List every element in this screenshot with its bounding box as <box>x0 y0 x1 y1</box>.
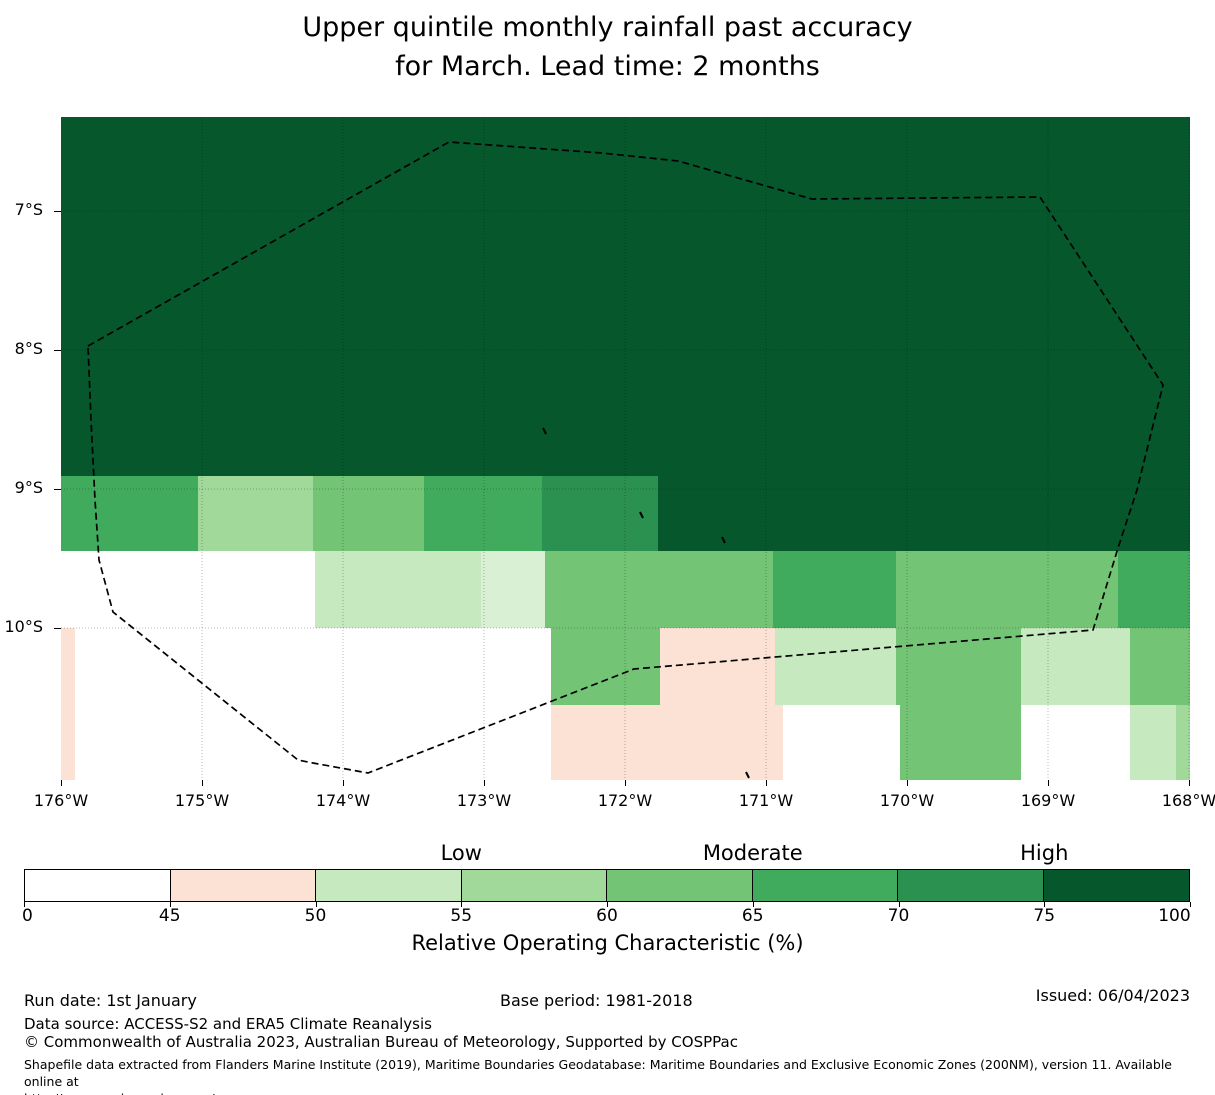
map-plot-area <box>61 117 1190 780</box>
colorbar-segment <box>461 870 607 901</box>
x-tick-label: 169°W <box>1020 791 1076 810</box>
island-mark <box>745 771 750 779</box>
colorbar-tick-label: 55 <box>450 906 473 926</box>
x-tick-mark <box>766 780 767 786</box>
island-mark <box>721 536 726 544</box>
x-tick-mark <box>625 780 626 786</box>
map-heatmap-svg <box>61 117 1190 780</box>
x-tick-label: 172°W <box>597 791 653 810</box>
footer-base-period: Base period: 1981-2018 <box>500 991 693 1010</box>
map-cell <box>1176 705 1190 780</box>
colorbar-tick-mark <box>607 902 608 907</box>
colorbar-tick-label: 45 <box>158 906 181 926</box>
y-tick-mark <box>54 628 61 629</box>
colorbar <box>24 869 1190 902</box>
map-cell <box>1130 705 1176 780</box>
x-tick-label: 173°W <box>456 791 512 810</box>
map-cell <box>775 628 896 705</box>
map-cell <box>658 476 1190 551</box>
x-tick-mark <box>61 780 62 786</box>
colorbar-segment <box>170 870 316 901</box>
y-tick-label: 9°S <box>14 478 43 497</box>
colorbar-tick-label: 70 <box>887 906 910 926</box>
y-tick-mark <box>54 211 61 212</box>
y-tick-mark <box>54 350 61 351</box>
colorbar-segment <box>316 870 462 901</box>
colorbar-segment <box>1043 870 1189 901</box>
colorbar-tick-mark <box>1044 902 1046 907</box>
map-cell <box>61 476 198 551</box>
x-tick-mark <box>484 780 485 786</box>
colorbar-tick-label: 0 <box>22 906 33 926</box>
chart-title-line1: Upper quintile monthly rainfall past acc… <box>302 12 913 43</box>
colorbar-class-label-low: Low <box>440 841 482 865</box>
footer-copyright: © Commonwealth of Australia 2023, Austra… <box>24 1033 738 1051</box>
map-cell <box>545 551 773 628</box>
map-cell <box>1118 551 1190 628</box>
x-tick-label: 168°W <box>1161 791 1215 810</box>
x-tick-mark <box>343 780 344 786</box>
colorbar-segment <box>898 870 1044 901</box>
eez-boundary-dashed-line <box>87 141 1164 774</box>
island-mark <box>639 511 644 519</box>
x-tick-label: 171°W <box>738 791 794 810</box>
colorbar-tick-mark <box>169 902 171 907</box>
chart-title-line2: for March. Lead time: 2 months <box>395 51 820 82</box>
map-cell <box>660 628 775 705</box>
map-cell <box>896 551 1118 628</box>
colorbar-tick-mark <box>24 902 25 907</box>
footer-shapefile-url: http://www.marineregions.org/. <box>24 1091 219 1095</box>
x-tick-label: 170°W <box>879 791 935 810</box>
map-cell <box>900 705 1021 780</box>
map-cell <box>61 117 1190 476</box>
colorbar-class-label-high: High <box>1020 841 1069 865</box>
colorbar-tick-label: 75 <box>1033 906 1056 926</box>
colorbar-class-label-moderate: Moderate <box>702 841 803 865</box>
colorbar-tick-label: 65 <box>741 906 764 926</box>
footer-data-source: Data source: ACCESS-S2 and ERA5 Climate … <box>24 1015 432 1033</box>
map-cell <box>315 551 481 628</box>
x-tick-mark <box>1048 780 1049 786</box>
map-cell <box>61 628 75 780</box>
x-tick-label: 175°W <box>174 791 230 810</box>
colorbar-tick-mark <box>461 902 463 907</box>
footer-shapefile-attribution: Shapefile data extracted from Flanders M… <box>24 1056 1194 1095</box>
colorbar-tick-mark <box>1190 902 1191 907</box>
colorbar-tick-mark <box>752 902 754 907</box>
map-cell <box>551 705 783 780</box>
colorbar-tick-mark <box>315 902 317 907</box>
map-cell <box>1021 628 1130 705</box>
map-cell <box>1130 628 1190 705</box>
map-cell <box>896 628 1021 705</box>
colorbar-segment <box>752 870 898 901</box>
colorbar-axis-label: Relative Operating Characteristic (%) <box>411 931 804 955</box>
colorbar-segment <box>25 870 171 901</box>
colorbar-tick-label: 60 <box>596 906 618 926</box>
map-cell <box>198 476 313 551</box>
x-tick-label: 176°W <box>33 791 89 810</box>
colorbar-tick-label: 50 <box>304 906 327 926</box>
y-tick-label: 8°S <box>14 339 43 358</box>
y-tick-label: 10°S <box>4 617 43 636</box>
map-cell <box>481 551 545 628</box>
map-cell <box>313 476 424 551</box>
colorbar-tick-mark <box>898 902 900 907</box>
map-cell <box>542 476 658 551</box>
map-cell <box>551 628 660 705</box>
footer-run-date: Run date: 1st January <box>24 991 197 1010</box>
map-cell <box>773 551 896 628</box>
x-tick-mark <box>1189 780 1190 786</box>
y-tick-label: 7°S <box>14 200 43 219</box>
y-tick-mark <box>54 489 61 490</box>
x-tick-label: 174°W <box>315 791 371 810</box>
footer-issued-date: Issued: 06/04/2023 <box>1035 986 1190 1005</box>
island-mark <box>542 427 547 435</box>
colorbar-segment <box>607 870 753 901</box>
footer-shapefile-line1: Shapefile data extracted from Flanders M… <box>24 1057 1172 1089</box>
x-tick-mark <box>202 780 203 786</box>
colorbar-tick-label: 100 <box>1158 906 1191 926</box>
map-cell <box>424 476 542 551</box>
x-tick-mark <box>907 780 908 786</box>
